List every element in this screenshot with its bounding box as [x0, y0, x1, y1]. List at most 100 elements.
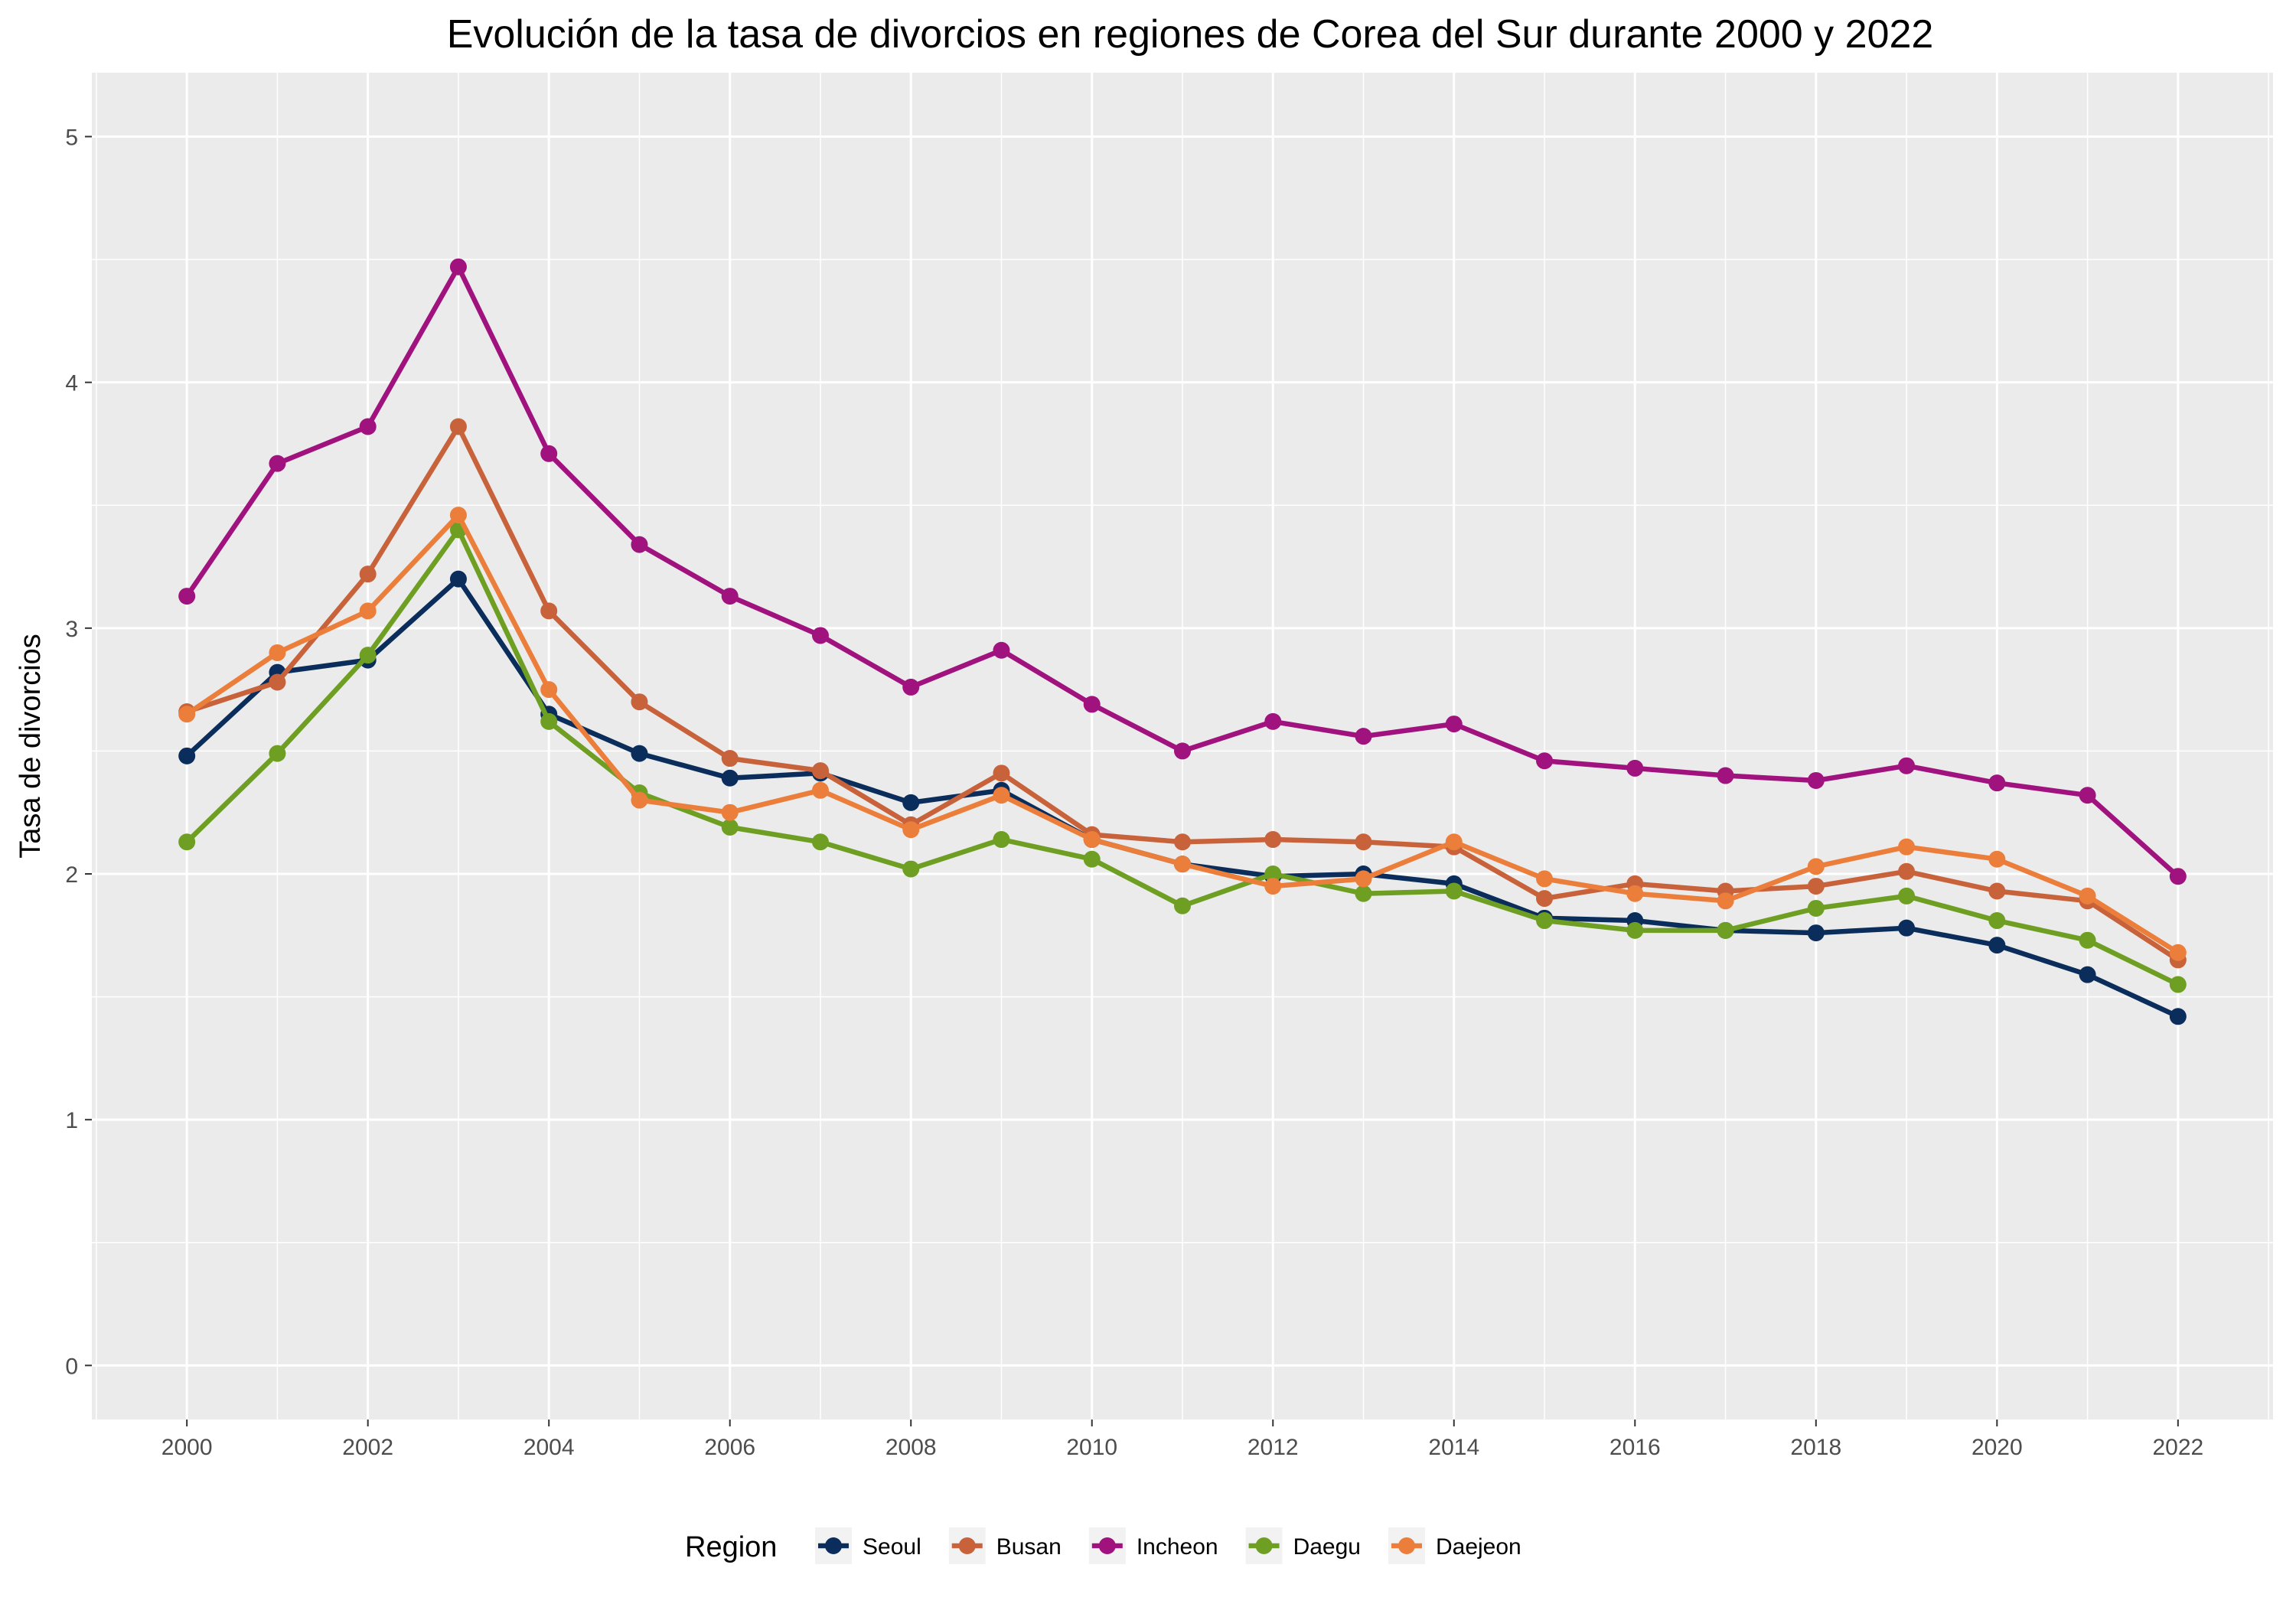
data-point-daejeon: [1536, 870, 1554, 888]
data-point-busan: [1355, 833, 1372, 851]
data-point-seoul: [2079, 966, 2096, 983]
data-point-seoul: [1988, 937, 2006, 954]
data-point-daejeon: [1355, 870, 1372, 888]
data-point-incheon: [1536, 752, 1554, 770]
data-point-seoul: [1807, 924, 1825, 942]
data-point-busan: [993, 764, 1010, 782]
y-axis: 0 1 2 3 4 5: [65, 125, 92, 1379]
data-point-daejeon: [2079, 887, 2096, 905]
data-point-daegu: [2079, 931, 2096, 949]
data-point-incheon: [1898, 757, 1916, 774]
data-point-busan: [1807, 878, 1825, 895]
legend-item-incheon: Incheon: [1088, 1527, 1218, 1564]
data-point-daegu: [1717, 921, 1734, 939]
data-point-incheon: [631, 536, 648, 553]
data-point-seoul: [902, 794, 920, 811]
legend-label-daejeon: Daejeon: [1436, 1534, 1521, 1560]
minor-gridlines: [92, 73, 2273, 1420]
legend-item-seoul: Seoul: [815, 1527, 921, 1564]
series-layer: [178, 258, 2187, 1025]
legend-key-point: [1098, 1537, 1116, 1554]
legend-key-point: [825, 1537, 842, 1554]
data-point-daejeon: [449, 507, 467, 524]
data-point-daejeon: [269, 644, 286, 661]
data-point-daejeon: [1445, 833, 1463, 851]
data-point-daejeon: [811, 781, 829, 799]
y-tick-label: 2: [65, 862, 78, 888]
data-point-daejeon: [1898, 838, 1916, 856]
data-point-seoul: [631, 745, 648, 762]
data-point-daegu: [1445, 882, 1463, 900]
x-tick-label: 2022: [2152, 1435, 2203, 1460]
legend-label-busan: Busan: [996, 1534, 1062, 1560]
data-point-busan: [1264, 831, 1282, 849]
data-point-busan: [1988, 882, 2006, 900]
data-point-busan: [1536, 890, 1554, 908]
data-point-daegu: [2169, 976, 2187, 993]
y-tick-label: 0: [65, 1354, 78, 1379]
data-point-busan: [449, 418, 467, 435]
data-point-daegu: [902, 860, 920, 878]
data-point-daejeon: [540, 681, 558, 699]
y-tick-label: 5: [65, 125, 78, 151]
data-point-seoul: [2169, 1008, 2187, 1025]
x-tick-label: 2012: [1247, 1435, 1299, 1460]
data-point-daejeon: [359, 602, 377, 620]
x-tick-label: 2004: [523, 1435, 575, 1460]
data-point-incheon: [902, 678, 920, 696]
chart-title: Evolución de la tasa de divorcios en reg…: [447, 12, 1934, 57]
legend-key-point: [1397, 1537, 1415, 1554]
data-point-daegu: [993, 831, 1010, 849]
x-tick-label: 2000: [161, 1435, 213, 1460]
x-tick-label: 2018: [1790, 1435, 1841, 1460]
data-point-busan: [631, 693, 648, 711]
data-point-daejeon: [631, 791, 648, 809]
y-tick-label: 4: [65, 371, 78, 396]
data-point-seoul: [721, 769, 739, 787]
data-point-daejeon: [993, 787, 1010, 804]
data-point-seoul: [178, 747, 196, 764]
data-point-daejeon: [1174, 856, 1191, 873]
data-point-incheon: [2079, 787, 2096, 804]
data-point-daejeon: [178, 706, 196, 723]
data-point-daejeon: [721, 804, 739, 821]
data-point-daegu: [1174, 897, 1191, 914]
data-point-seoul: [1898, 919, 1916, 937]
data-point-daegu: [1355, 885, 1372, 902]
data-point-incheon: [1717, 767, 1734, 784]
x-tick-label: 2014: [1428, 1435, 1479, 1460]
x-tick-label: 2006: [704, 1435, 755, 1460]
x-tick-label: 2016: [1609, 1435, 1661, 1460]
data-point-incheon: [1264, 712, 1282, 730]
data-point-incheon: [449, 258, 467, 275]
data-point-busan: [811, 762, 829, 780]
x-tick-label: 2020: [1971, 1435, 2023, 1460]
data-point-daegu: [1536, 912, 1554, 930]
legend-label-seoul: Seoul: [863, 1534, 921, 1560]
data-point-daegu: [540, 712, 558, 730]
legend-item-daegu: Daegu: [1245, 1527, 1361, 1564]
data-point-busan: [1898, 862, 1916, 880]
y-axis-title: Tasa de divorcios: [15, 634, 47, 859]
legend-item-daejeon: Daejeon: [1388, 1527, 1521, 1564]
data-point-incheon: [1174, 742, 1191, 760]
legend-label-incheon: Incheon: [1137, 1534, 1218, 1560]
data-point-daegu: [178, 833, 196, 851]
data-point-daegu: [1626, 921, 1644, 939]
data-point-daegu: [811, 833, 829, 851]
legend-label-daegu: Daegu: [1293, 1534, 1361, 1560]
data-point-busan: [721, 750, 739, 768]
data-point-daegu: [1807, 899, 1825, 917]
data-point-incheon: [993, 641, 1010, 659]
y-tick-label: 1: [65, 1108, 78, 1133]
data-point-daegu: [359, 647, 377, 664]
x-tick-label: 2002: [342, 1435, 393, 1460]
data-point-daejeon: [1626, 885, 1644, 902]
data-point-busan: [1174, 833, 1191, 851]
legend-key-point: [958, 1537, 976, 1554]
legend-title: Region: [685, 1531, 777, 1563]
data-point-daegu: [269, 745, 286, 762]
legend-item-busan: Busan: [948, 1527, 1062, 1564]
